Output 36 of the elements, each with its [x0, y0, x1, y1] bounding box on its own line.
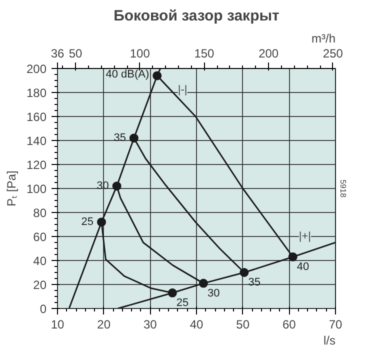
x2-tick-label: 150: [194, 46, 215, 60]
x2-tick-label: 200: [258, 46, 279, 60]
y-tick-label: 60: [33, 230, 47, 244]
x-tick-label: 20: [97, 318, 111, 332]
x2-tick-label: 250: [322, 46, 344, 60]
y-tick-label: 120: [26, 158, 47, 172]
text: 5918: [338, 180, 348, 198]
annotation: 25: [81, 216, 94, 228]
x-tick-label: 40: [190, 318, 204, 332]
x-tick-label: 70: [328, 318, 342, 332]
y-tick-label: 200: [26, 62, 47, 76]
x-tick-label: 50: [236, 318, 250, 332]
chart-title: Боковой зазор закрыт: [114, 8, 280, 24]
annotation: 40 dB(A): [106, 68, 150, 81]
annotation: |-|: [178, 84, 188, 96]
x-tick-label: 30: [143, 318, 158, 332]
y-tick-label: 40: [33, 254, 47, 268]
x-tick-label: 60: [282, 318, 296, 332]
x2-tick-label: 50: [68, 46, 83, 60]
x2-tick-label: 36: [50, 46, 64, 60]
y-tick-label: 100: [26, 182, 47, 196]
annotation: 25: [176, 296, 189, 309]
y-tick-label: 20: [33, 278, 47, 292]
x-axis-title: l/s: [324, 334, 336, 347]
y-tick-label: 160: [26, 110, 47, 124]
annotation: 40: [296, 260, 310, 273]
x2-tick-label: 100: [130, 46, 150, 60]
y-tick-label: 80: [33, 206, 47, 220]
annotation: |+|: [298, 230, 311, 242]
y-tick-label: 180: [26, 86, 47, 100]
y-axis-title: Pₜ [Pa]: [4, 170, 18, 206]
y-tick-label: 140: [26, 134, 47, 148]
x-tick-label: 10: [50, 318, 64, 332]
x2-axis-title: m³/h: [312, 32, 336, 46]
y-tick-label: 0: [40, 302, 47, 316]
annotation: 30: [207, 287, 220, 300]
